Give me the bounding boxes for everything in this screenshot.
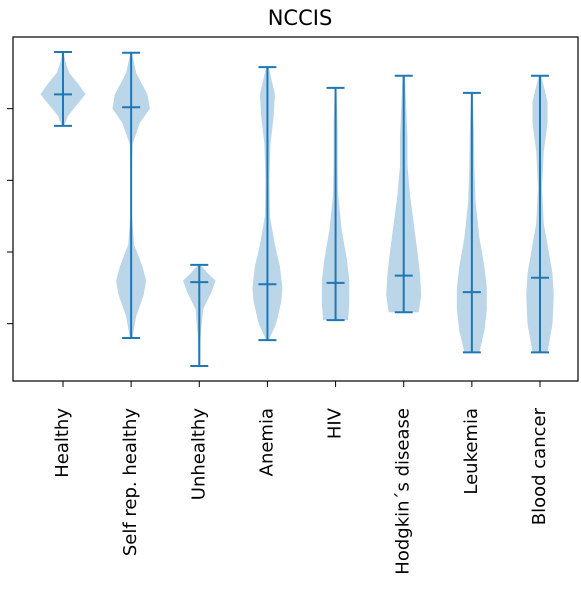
x-tick-label: Self rep. healthy: [120, 408, 141, 556]
plot-area: [40, 51, 554, 367]
x-tick-label: Hodgkin´s disease: [393, 408, 414, 575]
x-tick-label: Unhealthy: [188, 408, 209, 501]
chart-title: NCCIS: [268, 6, 333, 30]
x-tick-label: Anemia: [256, 408, 277, 476]
x-tick-label: Leukemia: [461, 408, 482, 495]
x-tick-label: Healthy: [52, 408, 73, 478]
x-tick-label: Blood cancer: [529, 407, 550, 525]
axes-frame: [12, 36, 579, 382]
x-tick-label: HIV: [325, 407, 346, 439]
